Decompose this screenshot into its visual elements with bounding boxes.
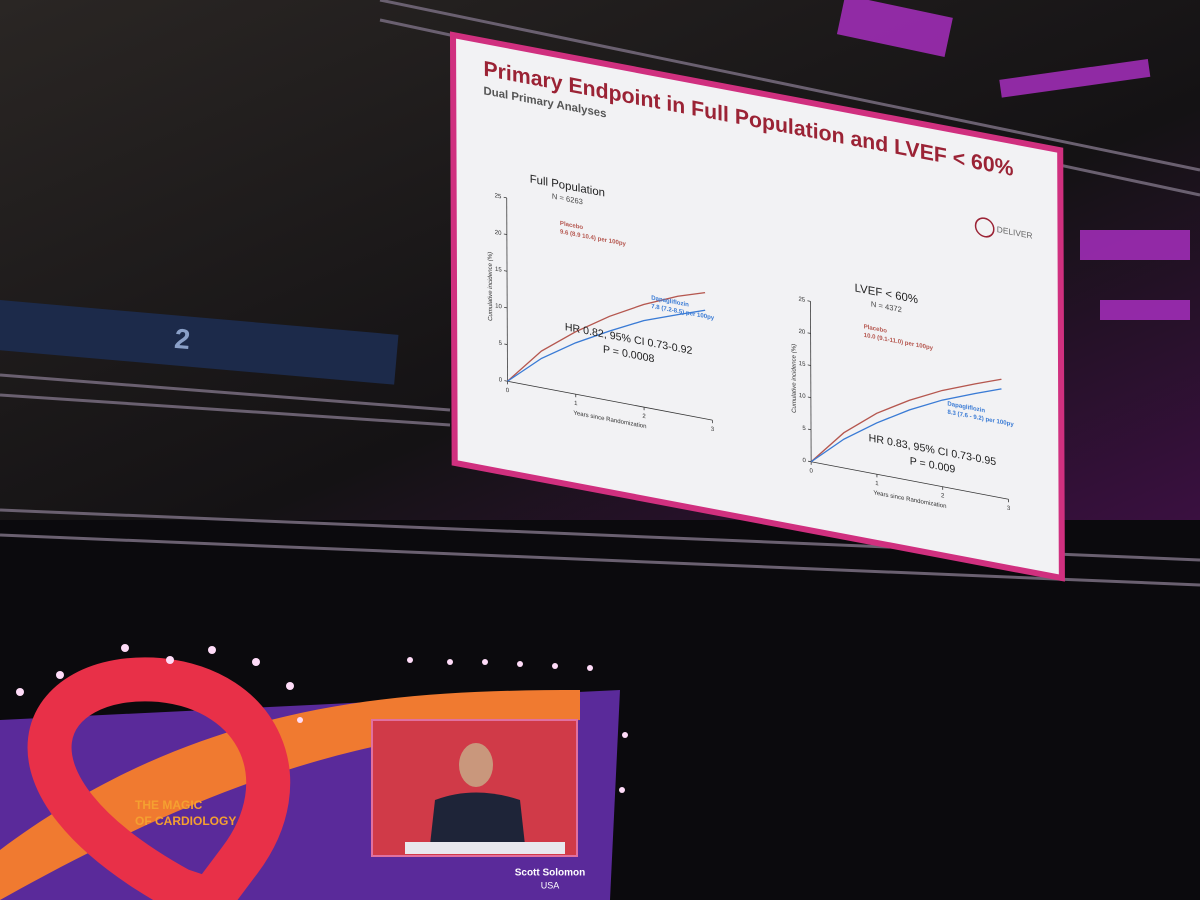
y-axis-label: Cumulative incidence (%) bbox=[487, 251, 494, 321]
km-curve bbox=[507, 309, 706, 382]
y-tick bbox=[807, 428, 812, 431]
y-tick bbox=[503, 196, 507, 199]
y-tick-label: 5 bbox=[499, 340, 503, 348]
y-axis-label: Cumulative incidence (%) bbox=[791, 343, 798, 413]
y-tick-label: 15 bbox=[799, 360, 806, 368]
y-tick bbox=[807, 300, 811, 302]
tagline-2: OF CARDIOLOGY bbox=[135, 814, 236, 828]
x-axis bbox=[507, 380, 713, 421]
x-tick-label: 3 bbox=[1007, 505, 1011, 513]
y-tick bbox=[807, 364, 811, 366]
ribbon-orange bbox=[0, 690, 580, 900]
hall-number: 2 bbox=[173, 323, 191, 355]
stage: THE MAGIC OF CARDIOLOGY Scott Solomon US… bbox=[0, 644, 628, 900]
ceiling-lights bbox=[836, 0, 1190, 320]
x-tick-label: 0 bbox=[506, 387, 510, 395]
y-tick-label: 20 bbox=[495, 229, 502, 237]
km-curve bbox=[507, 292, 706, 382]
y-tick-label: 10 bbox=[495, 302, 502, 310]
y-tick bbox=[503, 233, 507, 235]
y-tick bbox=[503, 270, 508, 272]
x-tick-label: 0 bbox=[809, 467, 813, 475]
y-tick-label: 10 bbox=[799, 392, 806, 400]
hall-sign: 2 bbox=[0, 300, 399, 385]
x-tick-label: 1 bbox=[574, 400, 578, 408]
y-tick-label: 15 bbox=[495, 266, 502, 274]
slide-frame bbox=[449, 31, 1065, 582]
lectern bbox=[405, 842, 565, 854]
km-curve bbox=[810, 378, 1002, 463]
y-tick-label: 0 bbox=[802, 457, 806, 465]
speaker-head bbox=[459, 743, 493, 787]
speaker-body bbox=[430, 792, 525, 845]
y-tick-label: 0 bbox=[499, 376, 503, 384]
y-tick-label: 5 bbox=[802, 425, 806, 433]
x-tick-label: 2 bbox=[642, 413, 646, 421]
speaker-name: Scott Solomon bbox=[515, 868, 586, 879]
y-tick-label: 20 bbox=[799, 328, 806, 336]
y-tick-label: 25 bbox=[798, 296, 805, 304]
y-tick bbox=[807, 332, 811, 334]
km-curve bbox=[810, 388, 1002, 463]
y-tick bbox=[504, 306, 508, 309]
y-tick bbox=[807, 396, 811, 398]
y-axis bbox=[506, 197, 508, 382]
x-tick-label: 2 bbox=[941, 492, 945, 500]
stage-lights bbox=[16, 644, 628, 793]
logo-mark bbox=[974, 217, 995, 238]
ribbon-heart bbox=[27, 657, 291, 900]
x-tick-label: 3 bbox=[711, 426, 715, 434]
y-tick bbox=[504, 343, 508, 345]
series-name: Placebo bbox=[560, 220, 583, 231]
y-tick-label: 25 bbox=[495, 192, 502, 200]
x-axis bbox=[811, 461, 1009, 500]
tagline-1: THE MAGIC bbox=[135, 798, 203, 812]
series-name: Placebo bbox=[864, 323, 887, 334]
y-tick bbox=[808, 460, 812, 463]
x-tick-label: 1 bbox=[875, 480, 879, 488]
y-tick bbox=[504, 380, 508, 382]
speaker-country: USA bbox=[541, 880, 560, 890]
y-axis bbox=[810, 301, 812, 462]
